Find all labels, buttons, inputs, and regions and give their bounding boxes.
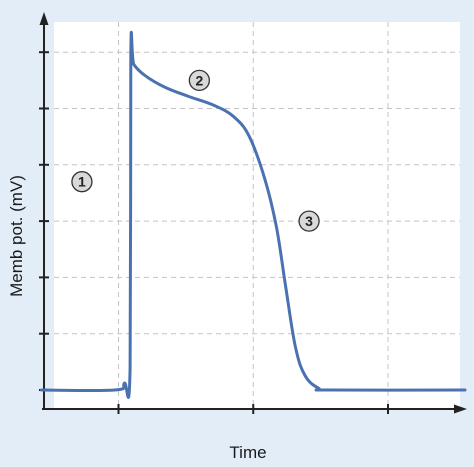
phase-marker-label: 3 (305, 213, 313, 229)
phase-marker-1: 1 (72, 172, 92, 192)
phase-marker-3: 3 (299, 211, 319, 231)
phase-marker-2: 2 (189, 70, 209, 90)
phase-marker-label: 1 (78, 174, 86, 190)
phase-marker-label: 2 (195, 72, 203, 88)
x-axis-label: Time (229, 443, 266, 462)
y-axis-label: Memb pot. (mV) (7, 175, 26, 297)
plot-area (54, 22, 460, 409)
